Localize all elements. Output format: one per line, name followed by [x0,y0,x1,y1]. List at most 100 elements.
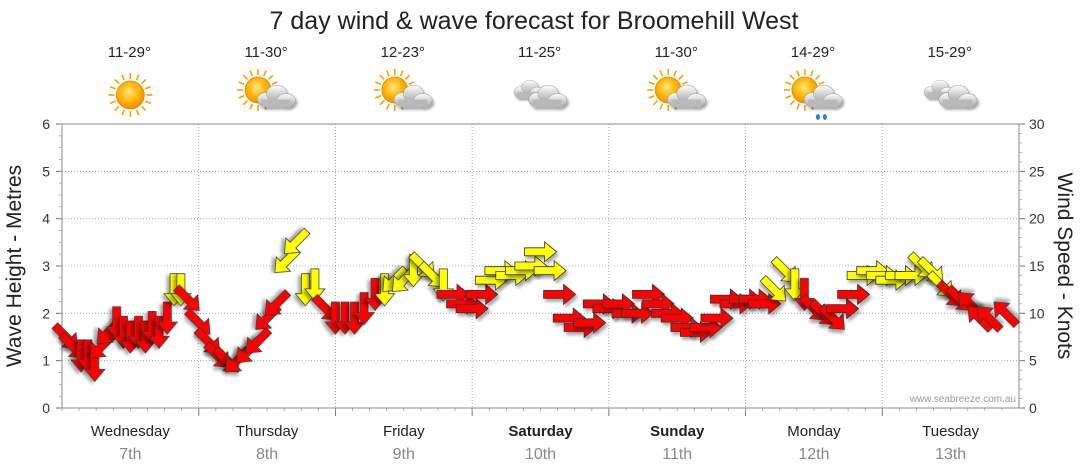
sun-ray [144,85,151,90]
sun-ray [648,95,655,99]
right-tick-label: 5 [1029,353,1037,369]
right-tick-label: 25 [1029,163,1045,179]
wind-arrow [436,283,470,306]
wind-arrow [700,307,734,329]
sun-ray [379,100,385,106]
left-tick-label: 4 [42,211,50,227]
day-name: Friday [383,423,425,440]
day-name: Saturday [508,423,573,440]
cloud-shape [667,84,706,108]
day-date: 9th [393,446,415,463]
rain-drop [822,114,827,120]
right-tick-label: 10 [1029,305,1045,321]
credit-text: www.seabreeze.com.au [909,394,1016,405]
day-date: 10th [525,446,556,463]
rain-drop [815,114,820,120]
wind-arrow [264,289,292,316]
sun-ray [652,100,659,106]
wind-arrow [783,268,806,302]
sun-ray [242,100,249,106]
left-tick-label: 5 [42,163,50,179]
sun-ray [238,81,245,85]
sun-ray [789,100,795,106]
cloud-shape [528,84,568,108]
left-tick-label: 0 [42,400,50,416]
wind-arrow [818,303,845,330]
wind-arrow [543,283,577,306]
day-name: Thursday [236,423,299,440]
day-name: Monday [787,423,841,440]
sun-ray [386,103,390,110]
sun-ray [404,74,411,80]
cloudy-icon [923,79,978,108]
wind-arrow [524,240,558,263]
sun-ray [141,78,147,85]
cloud-base [532,99,562,108]
day-name: Wednesday [91,423,170,440]
wind-arrows [51,227,1021,383]
sun-ray [114,105,120,112]
partly-cloudy-icon [373,69,433,111]
wind-arrow [353,292,375,326]
sun-ray [673,70,677,77]
cloud-shape [393,84,433,108]
temp-range: 11-29° [108,44,151,61]
partly-cloudy-icon [237,69,296,111]
sun-ray [121,74,125,81]
shower-icon [783,69,843,120]
sun-ray [109,100,116,105]
sun-ray [375,95,382,99]
cloud-base [943,99,972,108]
sun-ray [399,70,404,77]
sun-ray [796,70,800,77]
sun-ray [135,74,140,81]
cloud-base [398,99,428,108]
wind-arrow [156,301,179,335]
sunny-icon [108,73,153,117]
sun-ray [659,103,664,110]
sun-ray [141,105,147,112]
wind-arrow [417,260,445,288]
temp-range: 11-25° [518,44,561,61]
temp-range: 11-30° [655,44,698,61]
sun-ray [678,74,684,80]
wind-arrow [826,297,860,320]
wind-arrow [533,259,567,282]
temp-range: 14-29° [791,44,835,61]
sun-ray [114,78,120,85]
cloud-base [808,99,838,108]
left-tick-label: 1 [42,353,50,369]
sun-ray [789,74,795,80]
cloud-base [517,92,542,99]
sun-ray [144,100,151,105]
wind-arrow [632,283,666,306]
wind-arrow [977,306,1004,333]
wind-arrow [455,297,489,320]
wind-arrow [759,274,787,302]
temp-range: 11-30° [244,44,287,61]
sun-ray [785,95,792,99]
cloud-base [261,99,291,108]
day-labels: Wednesday 7th Thursday 8th Friday 9th Saturday… [91,423,980,463]
sun-ray [263,70,267,77]
left-axis-ticks: 0 1 2 3 4 5 6 [42,116,62,416]
day-name: Sunday [650,423,705,440]
sun-ray [785,81,792,85]
left-tick-label: 6 [42,116,50,132]
day-date: 8th [256,446,278,463]
temp-range: 12-23° [381,44,425,61]
day-date: 12th [798,446,829,463]
right-axis-title: Wind Speed - Knots [1053,173,1076,360]
day-name: Tuesday [922,423,979,440]
wind-arrow [894,264,928,287]
sun-ray [271,81,278,85]
day-date: 11th [662,446,692,463]
wind-arrow [573,311,607,334]
day-date: 13th [935,446,966,463]
wind-arrow [343,301,366,335]
sun-ray [249,103,254,110]
left-tick-label: 3 [42,258,50,274]
sun-ray [386,70,390,77]
wind-arrow [837,283,871,306]
